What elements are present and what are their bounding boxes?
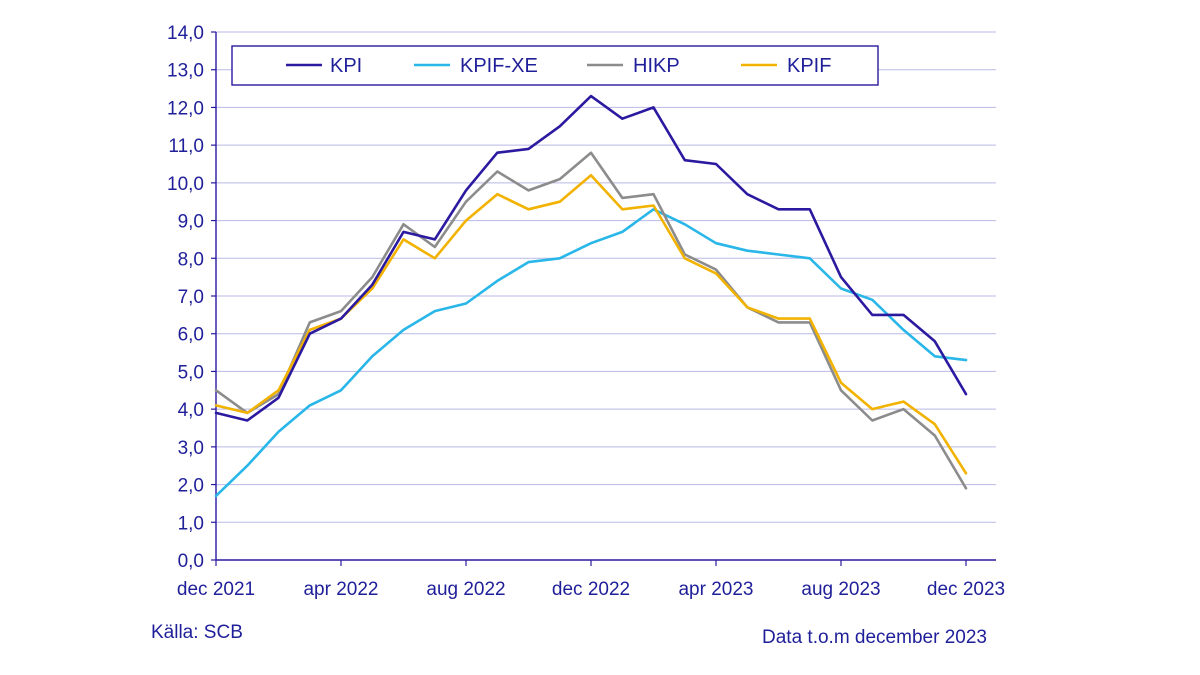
- x-tick-labels: dec 2021 apr 2022 aug 2022 dec 2022 apr 2023…: [177, 579, 1005, 600]
- y-tick-label: 12,0: [167, 98, 204, 119]
- axes: [211, 31, 996, 566]
- y-tick-labels: 0,0 1,0 2,0 3,0 4,0 5,0 6,0 7,0 8,0 9,0 10,0 11,0 12…: [167, 23, 204, 572]
- y-tick-label: 8,0: [178, 249, 204, 270]
- series-line-hikp: [214, 151, 968, 490]
- x-tick-label: dec 2021: [177, 579, 255, 600]
- x-tick-label: aug 2023: [801, 579, 880, 600]
- legend-label-kpif-xe: KPIF-XE: [460, 55, 538, 77]
- y-tick-label: 13,0: [167, 61, 204, 82]
- legend-label-hikp: HIKP: [633, 55, 680, 77]
- data-range-note: Data t.o.m december 2023: [762, 627, 987, 648]
- y-tick-label: 3,0: [178, 438, 204, 459]
- legend-label-kpif: KPIF: [787, 55, 831, 77]
- y-tick-label: 5,0: [178, 362, 204, 383]
- series-line-kpi: [214, 94, 968, 422]
- y-tick-label: 1,0: [178, 513, 204, 534]
- y-tick-label: 11,0: [168, 136, 204, 157]
- x-tick-label: aug 2022: [426, 579, 505, 600]
- series-lines: [214, 94, 968, 498]
- x-tick-label: dec 2023: [927, 579, 1005, 600]
- y-tick-label: 14,0: [167, 23, 204, 44]
- y-tick-label: 9,0: [178, 212, 204, 233]
- source-note: Källa: SCB: [151, 622, 243, 643]
- y-tick-label: 4,0: [178, 400, 204, 421]
- legend: KPI KPIF-XE HIKP KPIF: [231, 45, 879, 86]
- x-tick-label: apr 2022: [303, 579, 378, 600]
- y-tick-label: 2,0: [178, 476, 204, 497]
- x-tick-label: apr 2023: [678, 579, 753, 600]
- legend-box: [231, 45, 879, 86]
- y-tick-label: 6,0: [178, 325, 204, 346]
- y-tick-label: 0,0: [178, 551, 204, 572]
- series-line-kpif-xe: [214, 208, 968, 498]
- legend-label-kpi: KPI: [330, 55, 362, 77]
- y-tick-label: 10,0: [167, 174, 204, 195]
- y-tick-label: 7,0: [178, 287, 204, 308]
- x-tick-label: dec 2022: [552, 579, 630, 600]
